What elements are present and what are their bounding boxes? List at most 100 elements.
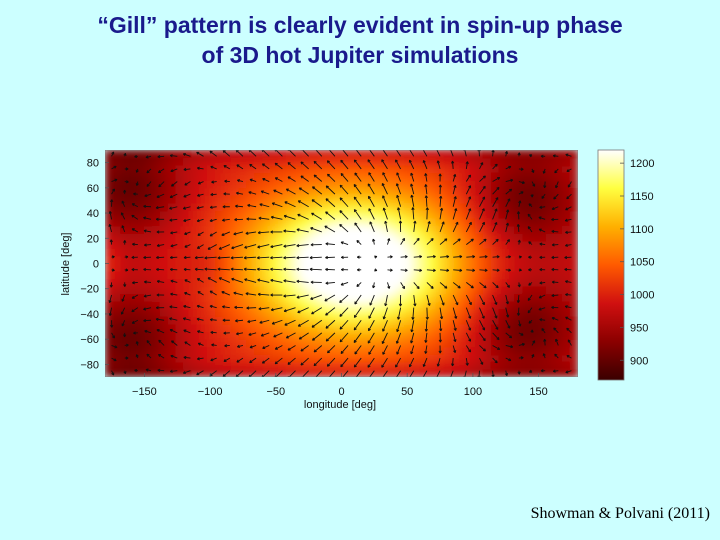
heatmap-cell xyxy=(411,293,421,302)
wind-vector xyxy=(452,320,457,331)
wind-vector xyxy=(197,244,204,249)
heatmap-cell xyxy=(341,346,350,355)
heatmap-cell xyxy=(561,225,571,234)
heatmap-cell xyxy=(246,293,256,302)
wind-vector-head xyxy=(402,237,406,241)
wind-vector xyxy=(439,208,443,220)
heatmap-cell xyxy=(222,285,232,295)
wind-vector-head xyxy=(156,279,160,284)
wind-vector-head xyxy=(465,161,469,165)
heatmap-cell xyxy=(112,247,122,257)
heatmap-cell xyxy=(206,270,216,280)
wind-vector xyxy=(368,345,375,355)
wind-vector-head xyxy=(353,184,357,188)
wind-vector-head xyxy=(169,369,173,373)
wind-vector-head xyxy=(274,162,278,166)
heatmap-cell xyxy=(112,353,122,363)
y-axis-label: latitude [deg] xyxy=(60,233,72,296)
heatmap-cell xyxy=(404,270,413,280)
wind-vector-head xyxy=(398,220,403,224)
heatmap-cell xyxy=(498,187,508,196)
heatmap-cell xyxy=(506,194,516,204)
heatmap-cell xyxy=(538,255,547,264)
wind-vector-head xyxy=(108,313,112,316)
wind-vector-head xyxy=(539,281,543,285)
wind-vector-head xyxy=(444,238,448,242)
heatmap-cell xyxy=(561,150,571,159)
heatmap-cell xyxy=(277,361,287,370)
wind-vector-head xyxy=(246,217,250,221)
heatmap-cell xyxy=(143,172,153,181)
wind-vector-head xyxy=(170,231,174,235)
heatmap-cell xyxy=(128,323,138,333)
heatmap-cell xyxy=(404,225,413,234)
heatmap-cell xyxy=(333,179,342,189)
wind-vector xyxy=(297,214,309,220)
heatmap-cell xyxy=(262,179,272,189)
heatmap-cell xyxy=(105,240,114,249)
wind-vector-head xyxy=(482,348,486,352)
heatmap-cell xyxy=(364,323,374,333)
wind-vector xyxy=(505,166,512,170)
heatmap-cell xyxy=(467,232,477,242)
heatmap-cell xyxy=(427,172,437,181)
wind-vector-head xyxy=(111,151,115,155)
wind-vector xyxy=(367,357,375,368)
heatmap-cell xyxy=(553,255,563,264)
wind-vector xyxy=(223,165,231,170)
wind-vector xyxy=(353,184,362,195)
heatmap-cell xyxy=(482,308,492,317)
heatmap-cell xyxy=(246,338,256,348)
heatmap-cell xyxy=(435,150,445,159)
heatmap-cell xyxy=(277,285,287,295)
heatmap-cell xyxy=(482,210,492,219)
heatmap-cell xyxy=(514,346,524,355)
heatmap-cell xyxy=(443,210,453,219)
heatmap-cell xyxy=(538,293,547,302)
wind-vector xyxy=(209,150,217,157)
heatmap-cell xyxy=(498,164,508,174)
heatmap-cell xyxy=(191,278,201,287)
wind-vector xyxy=(195,268,204,271)
heatmap-cell xyxy=(143,331,153,340)
heatmap-cell xyxy=(364,187,374,196)
wind-vector xyxy=(369,221,375,233)
wind-vector-head xyxy=(169,255,173,260)
wind-vector xyxy=(354,222,362,233)
wind-vector xyxy=(325,185,336,195)
heatmap-cell xyxy=(467,293,477,302)
wind-vector-head xyxy=(311,324,315,328)
heatmap-cell xyxy=(475,308,484,317)
heatmap-cell xyxy=(459,164,469,174)
heatmap-cell xyxy=(435,232,445,242)
heatmap-cell xyxy=(380,225,390,234)
wind-vector-head xyxy=(155,317,159,322)
heatmap-cell xyxy=(482,232,492,242)
wind-vector-head xyxy=(209,318,213,322)
wind-vector-head xyxy=(468,196,472,200)
heatmap-cell xyxy=(333,172,342,181)
wind-vector xyxy=(492,163,498,170)
wind-vector xyxy=(209,290,217,296)
heatmap-cell xyxy=(372,293,382,302)
wind-vector-head xyxy=(207,277,211,281)
heatmap-cell xyxy=(341,179,350,189)
wind-vector-head xyxy=(416,237,420,241)
wind-vector xyxy=(465,208,471,220)
wind-vector-head xyxy=(438,339,442,343)
wind-vector-head xyxy=(430,238,434,242)
heatmap-cell xyxy=(143,293,153,302)
heatmap-cell xyxy=(214,179,224,189)
heatmap-cell xyxy=(341,361,350,370)
wind-vector-head xyxy=(156,329,160,333)
heatmap-cell xyxy=(159,323,169,333)
heatmap-cell xyxy=(396,308,406,317)
heatmap-cell xyxy=(482,150,492,159)
heatmap-cell xyxy=(325,240,335,249)
heatmap-cell xyxy=(270,232,279,242)
wind-vector xyxy=(505,198,511,207)
heatmap-cell xyxy=(317,323,327,333)
wind-vector-head xyxy=(143,255,147,260)
heatmap-cell xyxy=(254,346,264,355)
heatmap-cell xyxy=(254,172,264,181)
